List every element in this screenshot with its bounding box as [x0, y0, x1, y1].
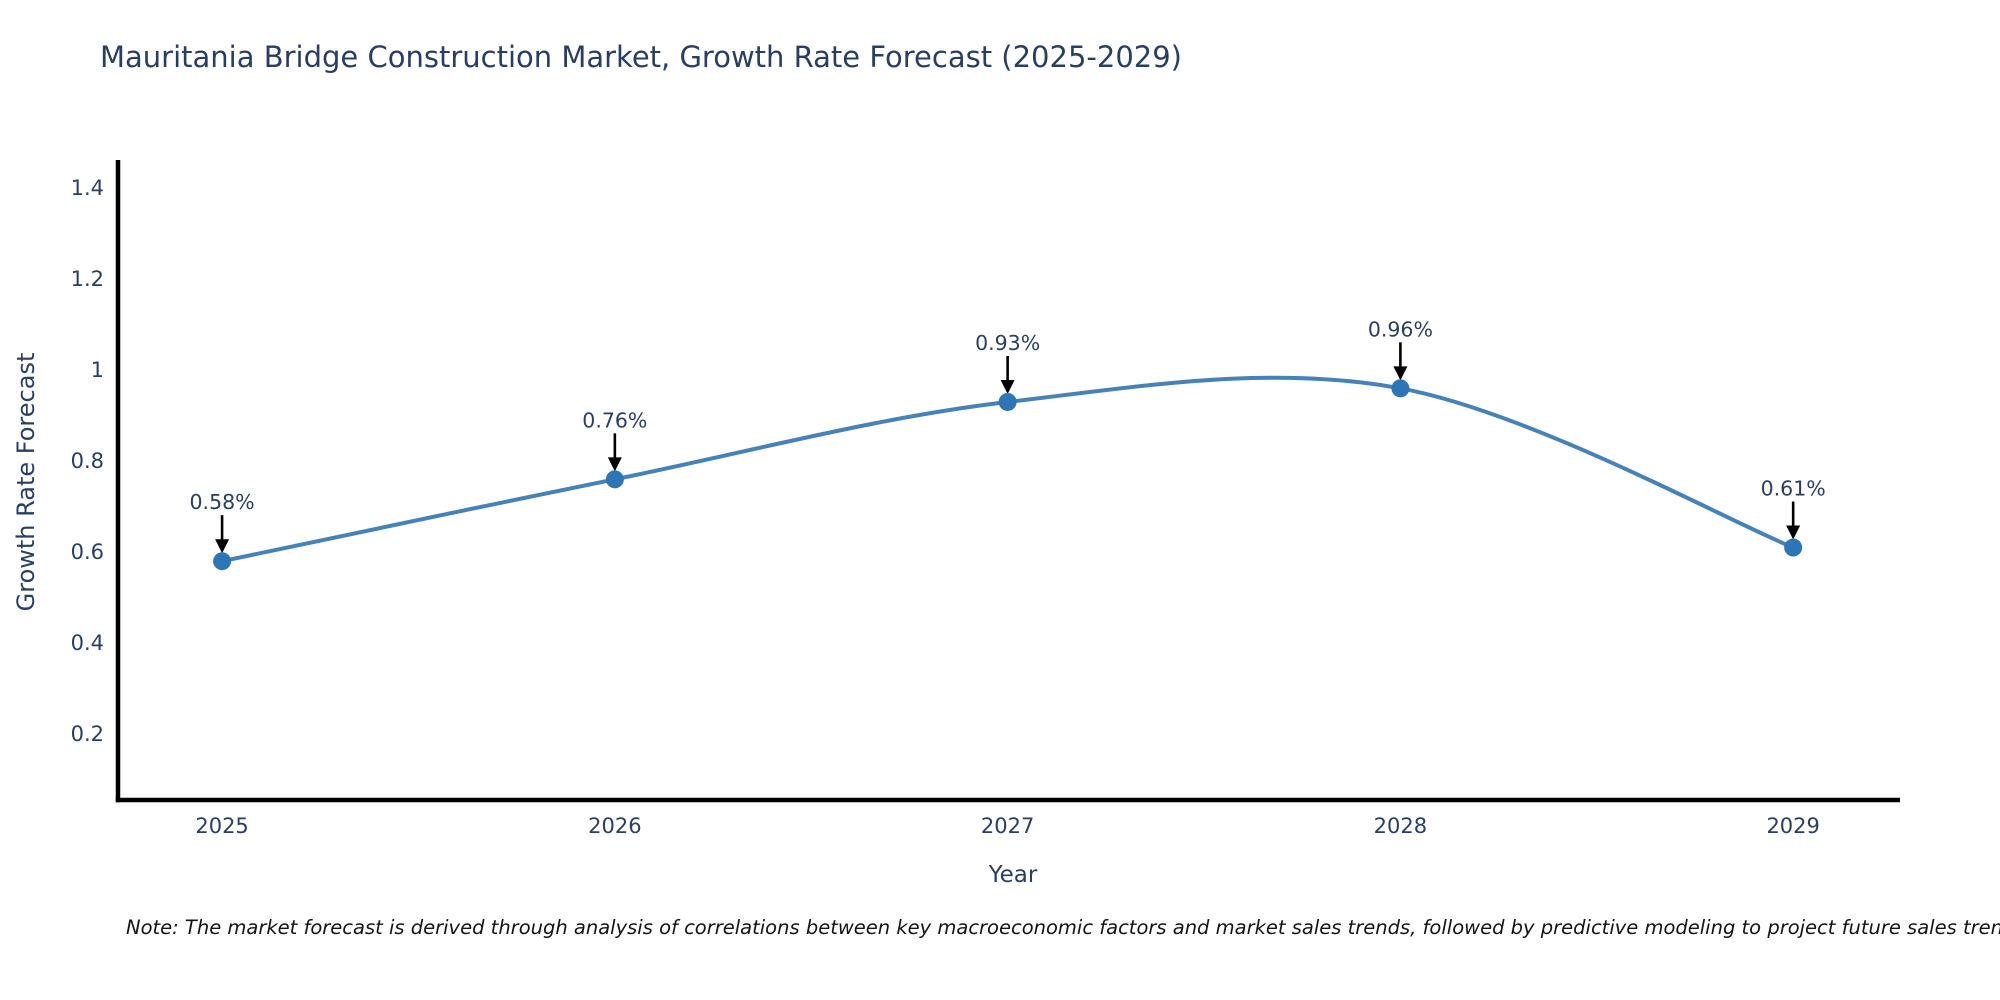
annotation-arrowhead-icon	[1786, 525, 1801, 540]
x-tick-label: 2028	[1374, 814, 1427, 838]
y-axis-title: Growth Rate Forecast	[12, 352, 40, 612]
x-tick-label: 2026	[588, 814, 641, 838]
chart-title: Mauritania Bridge Construction Market, G…	[100, 40, 1182, 74]
data-point-marker	[998, 392, 1017, 411]
x-axis-title: Year	[988, 862, 1038, 888]
x-tick-label: 2025	[195, 814, 248, 838]
data-point-marker	[213, 552, 232, 571]
data-point-marker	[1391, 379, 1410, 398]
y-tick-label: 0.4	[71, 631, 104, 655]
y-tick-label: 0.8	[71, 449, 104, 473]
y-tick-label: 0.2	[71, 722, 104, 746]
data-point-label: 0.96%	[1368, 317, 1433, 341]
data-point-marker	[605, 470, 624, 489]
annotation-arrowhead-icon	[1393, 366, 1408, 381]
footnote: Note: The market forecast is derived thr…	[126, 916, 2000, 939]
y-tick-label: 1.4	[71, 176, 104, 200]
x-tick-label: 2027	[981, 814, 1034, 838]
y-tick-label: 0.6	[71, 540, 104, 564]
data-point-label: 0.93%	[975, 331, 1040, 355]
x-tick-label: 2029	[1766, 814, 1819, 838]
annotation-arrowhead-icon	[215, 539, 230, 554]
data-point-label: 0.76%	[582, 408, 647, 432]
data-point-label: 0.61%	[1761, 477, 1826, 501]
y-tick-label: 1	[91, 358, 104, 382]
data-point-label: 0.58%	[190, 490, 255, 514]
annotation-arrowhead-icon	[1000, 379, 1015, 394]
y-tick-label: 1.2	[71, 267, 104, 291]
data-point-marker	[1784, 538, 1803, 557]
annotation-arrowhead-icon	[607, 457, 622, 472]
